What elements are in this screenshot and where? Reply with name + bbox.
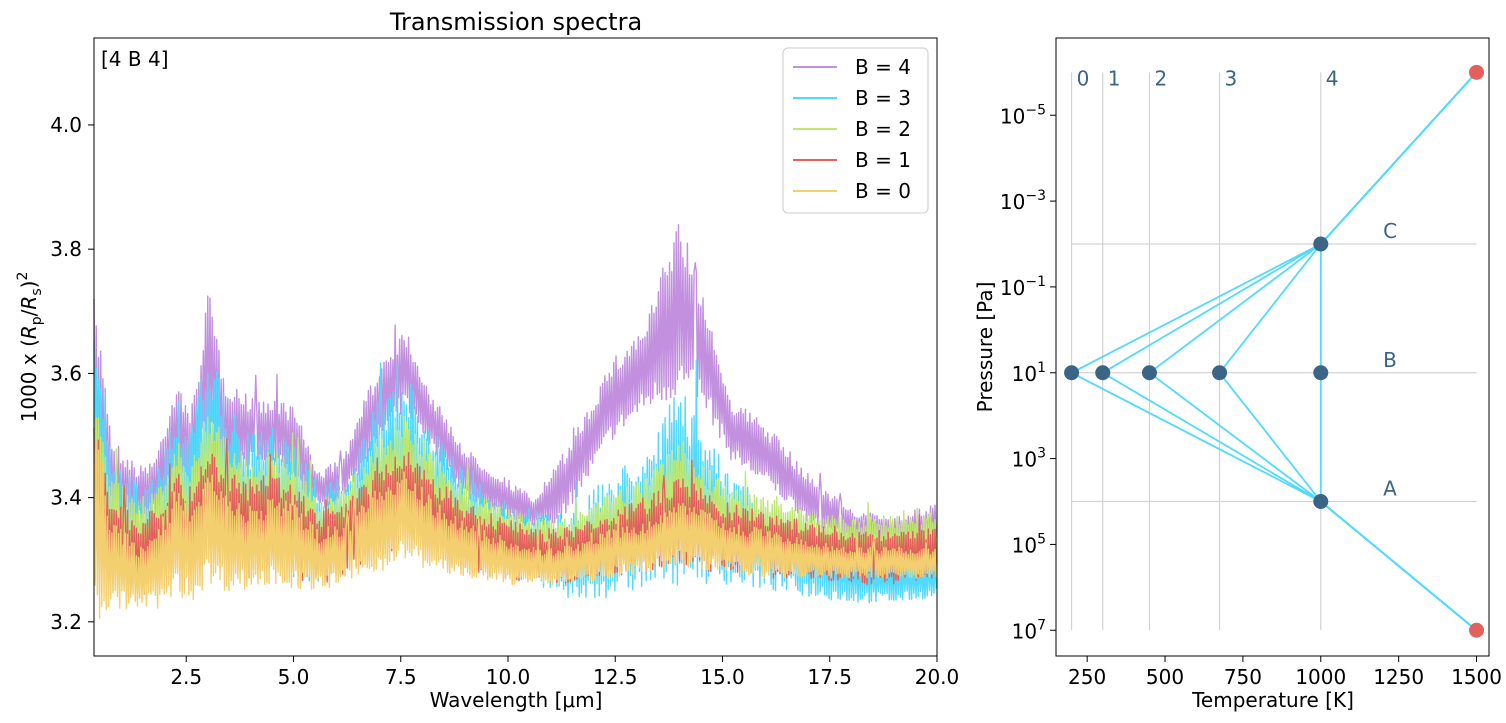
pt-nodes-group [1064, 64, 1485, 638]
spectra-axes-frame [93, 37, 938, 657]
x-tick-label: 2.5 [170, 665, 202, 689]
legend-entry: B = 4 [793, 55, 911, 79]
y-tick-label: 107 [1012, 617, 1046, 643]
y-tick-label: 10−5 [1000, 102, 1046, 128]
x-tick-label: 250 [1068, 665, 1106, 689]
legend-entry: B = 2 [793, 117, 911, 141]
y-tick-label: 3.4 [50, 486, 82, 510]
y-tick-label: 3.8 [50, 237, 82, 261]
pt-y-ticks: 10−5 10−3 10−1 101 103 105 107 [1000, 102, 1056, 643]
spectra-y-label: 1000 x (Rp/Rs)2 [15, 272, 45, 423]
x-tick-label: 15.0 [700, 665, 745, 689]
horizontal-guide-label: B [1383, 348, 1397, 372]
legend-label: B = 1 [855, 148, 911, 172]
spectra-panel: Transmission spectra 2.5 5.0 7.5 10.0 12.5 15… [15, 8, 959, 712]
legend-entry: B = 0 [793, 179, 911, 203]
y-tick-label: 105 [1012, 531, 1046, 557]
pt-node-marker [1064, 365, 1080, 381]
legend-frame [782, 47, 929, 214]
spectrum-series-line [93, 223, 937, 545]
spectra-series-group [93, 223, 937, 620]
pt-x-label: Temperature [K] [1191, 688, 1354, 712]
x-tick-label: 1000 [1295, 665, 1346, 689]
pt-node-marker [1313, 236, 1329, 252]
x-tick-label: 1250 [1373, 665, 1424, 689]
spectrum-series-line [93, 441, 937, 620]
pt-node-marker [1313, 494, 1329, 509]
vertical-guide-label: 2 [1154, 66, 1167, 90]
y-tick-label: 10−3 [1000, 188, 1046, 214]
vertical-guide-label: 3 [1225, 66, 1238, 90]
pt-node-marker [1095, 365, 1111, 381]
pt-node-marker [1313, 365, 1329, 381]
y-tick-label: 4.0 [50, 113, 82, 137]
x-tick-label: 750 [1224, 665, 1262, 689]
pt-y-label: Pressure [Pa] [973, 282, 997, 413]
spectra-x-label: Wavelength [μm] [430, 688, 603, 712]
x-tick-label: 7.5 [385, 665, 417, 689]
pt-endpoint-marker [1469, 622, 1485, 638]
pt-node-marker [1212, 365, 1228, 381]
x-tick-label: 20.0 [915, 665, 960, 689]
vertical-guide-label: 0 [1077, 66, 1090, 90]
pt-x-ticks: 250 500 750 1000 1250 1500 [1068, 656, 1502, 689]
x-tick-label: 5.0 [278, 665, 310, 689]
legend-label: B = 2 [855, 117, 911, 141]
horizontal-guide-label: A [1383, 477, 1397, 501]
spectra-title: Transmission spectra [389, 8, 642, 36]
x-tick-label: 12.5 [593, 665, 638, 689]
y-tick-label: 10−1 [1000, 274, 1046, 300]
legend-label: B = 4 [855, 55, 911, 79]
y-tick-label: 3.2 [50, 610, 82, 634]
vertical-guide-label: 4 [1326, 66, 1339, 90]
spectra-x-ticks: 2.5 5.0 7.5 10.0 12.5 15.0 17.5 20.0 [170, 656, 959, 689]
x-tick-label: 17.5 [807, 665, 852, 689]
pt-axes-frame [1055, 37, 1490, 657]
x-tick-label: 1500 [1451, 665, 1502, 689]
horizontal-guide-label: C [1383, 219, 1397, 243]
y-tick-label: 3.6 [50, 361, 82, 385]
spectra-annotation: [4 B 4] [101, 47, 169, 71]
y-tick-label: 101 [1012, 360, 1046, 386]
x-tick-label: 10.0 [486, 665, 531, 689]
legend-label: B = 3 [855, 86, 911, 110]
y-tick-label: 103 [1012, 446, 1046, 472]
pt-endpoint-marker [1469, 64, 1485, 80]
x-tick-label: 500 [1146, 665, 1184, 689]
legend-entry: B = 1 [793, 148, 911, 172]
legend-label: B = 0 [855, 179, 911, 203]
vertical-guide-label: 1 [1108, 66, 1121, 90]
legend-entry: B = 3 [793, 86, 911, 110]
spectra-legend: B = 4 B = 3 B = 2 B = 1 B = 0 [782, 47, 929, 214]
pt-node-marker [1141, 365, 1157, 381]
spectra-y-ticks: 3.2 3.4 3.6 3.8 4.0 [50, 113, 94, 634]
